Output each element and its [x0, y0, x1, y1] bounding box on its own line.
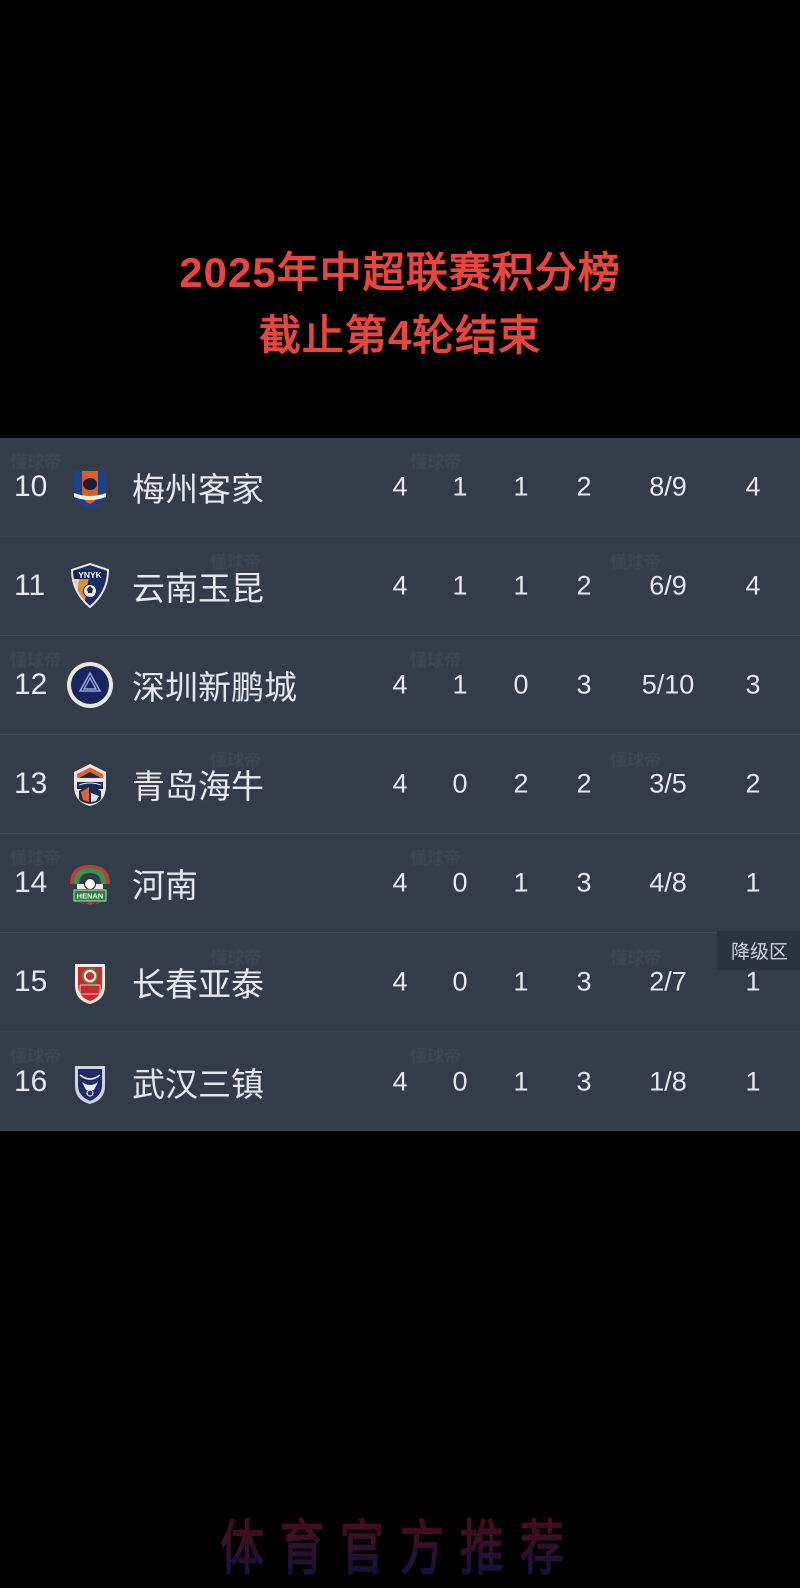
svg-text:HENAN: HENAN — [77, 892, 104, 901]
svg-text:YNYK: YNYK — [78, 570, 102, 580]
